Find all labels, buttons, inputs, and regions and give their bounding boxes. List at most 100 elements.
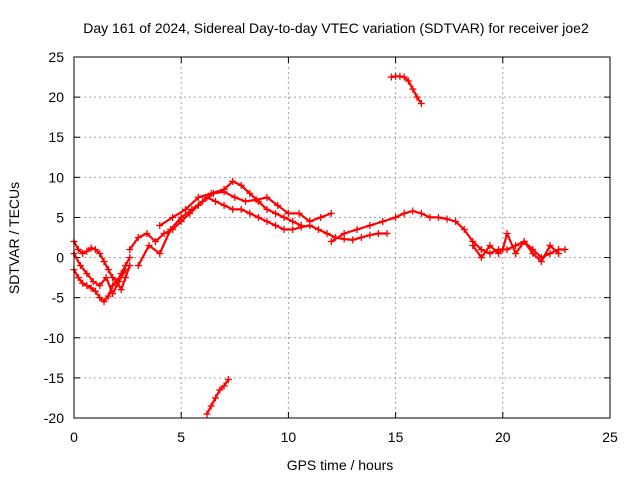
data-point — [546, 250, 554, 258]
data-point — [297, 221, 305, 229]
data-point — [96, 294, 104, 302]
data-point — [349, 236, 357, 244]
data-point — [229, 177, 237, 185]
data-point — [102, 274, 110, 282]
data-point — [207, 189, 215, 197]
data-point — [396, 72, 404, 80]
data-point — [87, 284, 95, 292]
data-point — [121, 274, 129, 282]
grid-layer — [74, 57, 610, 418]
data-point — [100, 298, 108, 306]
series-low-outlier-arc — [203, 375, 232, 418]
y-tick-label: 15 — [48, 129, 64, 145]
data-point — [284, 209, 292, 217]
plot-frame — [73, 56, 611, 419]
data-point — [289, 225, 297, 233]
data-point — [96, 250, 104, 258]
series-trace — [128, 196, 389, 251]
data-point — [555, 250, 563, 258]
chart-title: Day 161 of 2024, Sidereal Day-to-day VTE… — [83, 20, 589, 36]
data-point — [561, 246, 569, 254]
series-early-lower-branch — [70, 262, 134, 306]
data-point — [156, 221, 164, 229]
data-point — [477, 246, 485, 254]
data-point — [91, 246, 99, 254]
x-tick-label: 10 — [281, 429, 297, 445]
y-axis-label: SDTVAR / TECUs — [6, 182, 22, 294]
series-high-outlier-arc — [387, 72, 425, 108]
data-point — [212, 394, 220, 402]
data-point — [254, 197, 262, 205]
data-point — [546, 242, 554, 250]
data-point — [323, 229, 331, 237]
data-point — [203, 410, 211, 418]
data-point — [274, 201, 282, 209]
data-point — [220, 201, 228, 209]
data-point — [383, 229, 391, 237]
data-point — [366, 231, 374, 239]
data-point — [353, 225, 361, 233]
data-point — [314, 225, 322, 233]
series-trace — [137, 190, 333, 267]
y-tick-label: 10 — [48, 169, 64, 185]
data-point — [340, 229, 348, 237]
data-point — [74, 246, 82, 254]
data-point — [83, 282, 91, 290]
data-point — [100, 258, 108, 266]
data-point — [194, 193, 202, 201]
data-point — [87, 244, 95, 252]
data-point — [237, 181, 245, 189]
data-point — [357, 234, 365, 241]
data-point — [263, 217, 271, 225]
data-point — [145, 242, 153, 250]
data-point — [280, 213, 288, 221]
series-trace — [471, 232, 560, 263]
data-point — [477, 254, 485, 262]
series-midday-upper-branch — [156, 177, 305, 229]
data-point — [280, 225, 288, 233]
data-point — [76, 262, 84, 270]
x-tick-label: 0 — [70, 429, 78, 445]
data-point — [426, 213, 434, 221]
data-point — [115, 278, 123, 286]
data-point — [151, 238, 159, 246]
data-point — [121, 266, 129, 274]
data-point — [400, 73, 408, 81]
data-point — [272, 209, 280, 217]
data-point — [104, 266, 112, 274]
data-point — [126, 254, 134, 262]
data-point — [409, 207, 417, 215]
data-point — [537, 258, 545, 266]
x-tick-label: 5 — [177, 429, 185, 445]
data-point — [520, 238, 528, 246]
y-tick-label: -15 — [44, 370, 64, 386]
x-tick-label: 15 — [388, 429, 404, 445]
x-tick-label: 25 — [602, 429, 618, 445]
data-point — [83, 247, 91, 255]
data-point — [413, 93, 421, 101]
data-point — [181, 205, 189, 213]
data-point — [417, 100, 425, 108]
y-tick-label: -10 — [44, 330, 64, 346]
data-point — [417, 209, 425, 217]
data-point — [126, 246, 134, 254]
data-point — [89, 278, 97, 286]
data-point — [246, 189, 254, 197]
series-trace — [205, 378, 230, 416]
data-point — [83, 270, 91, 278]
data-point — [272, 221, 280, 229]
data-point — [169, 213, 177, 221]
series-layer — [70, 72, 569, 418]
data-point — [327, 238, 335, 246]
y-tick-label: -5 — [52, 290, 65, 306]
data-point — [160, 229, 168, 237]
data-point — [409, 85, 417, 93]
data-point — [212, 197, 220, 205]
data-point — [166, 225, 174, 233]
data-point — [96, 282, 104, 290]
data-point — [387, 73, 395, 81]
data-point — [400, 209, 408, 217]
data-point — [366, 221, 374, 229]
data-point — [242, 197, 250, 205]
data-point — [156, 250, 164, 258]
